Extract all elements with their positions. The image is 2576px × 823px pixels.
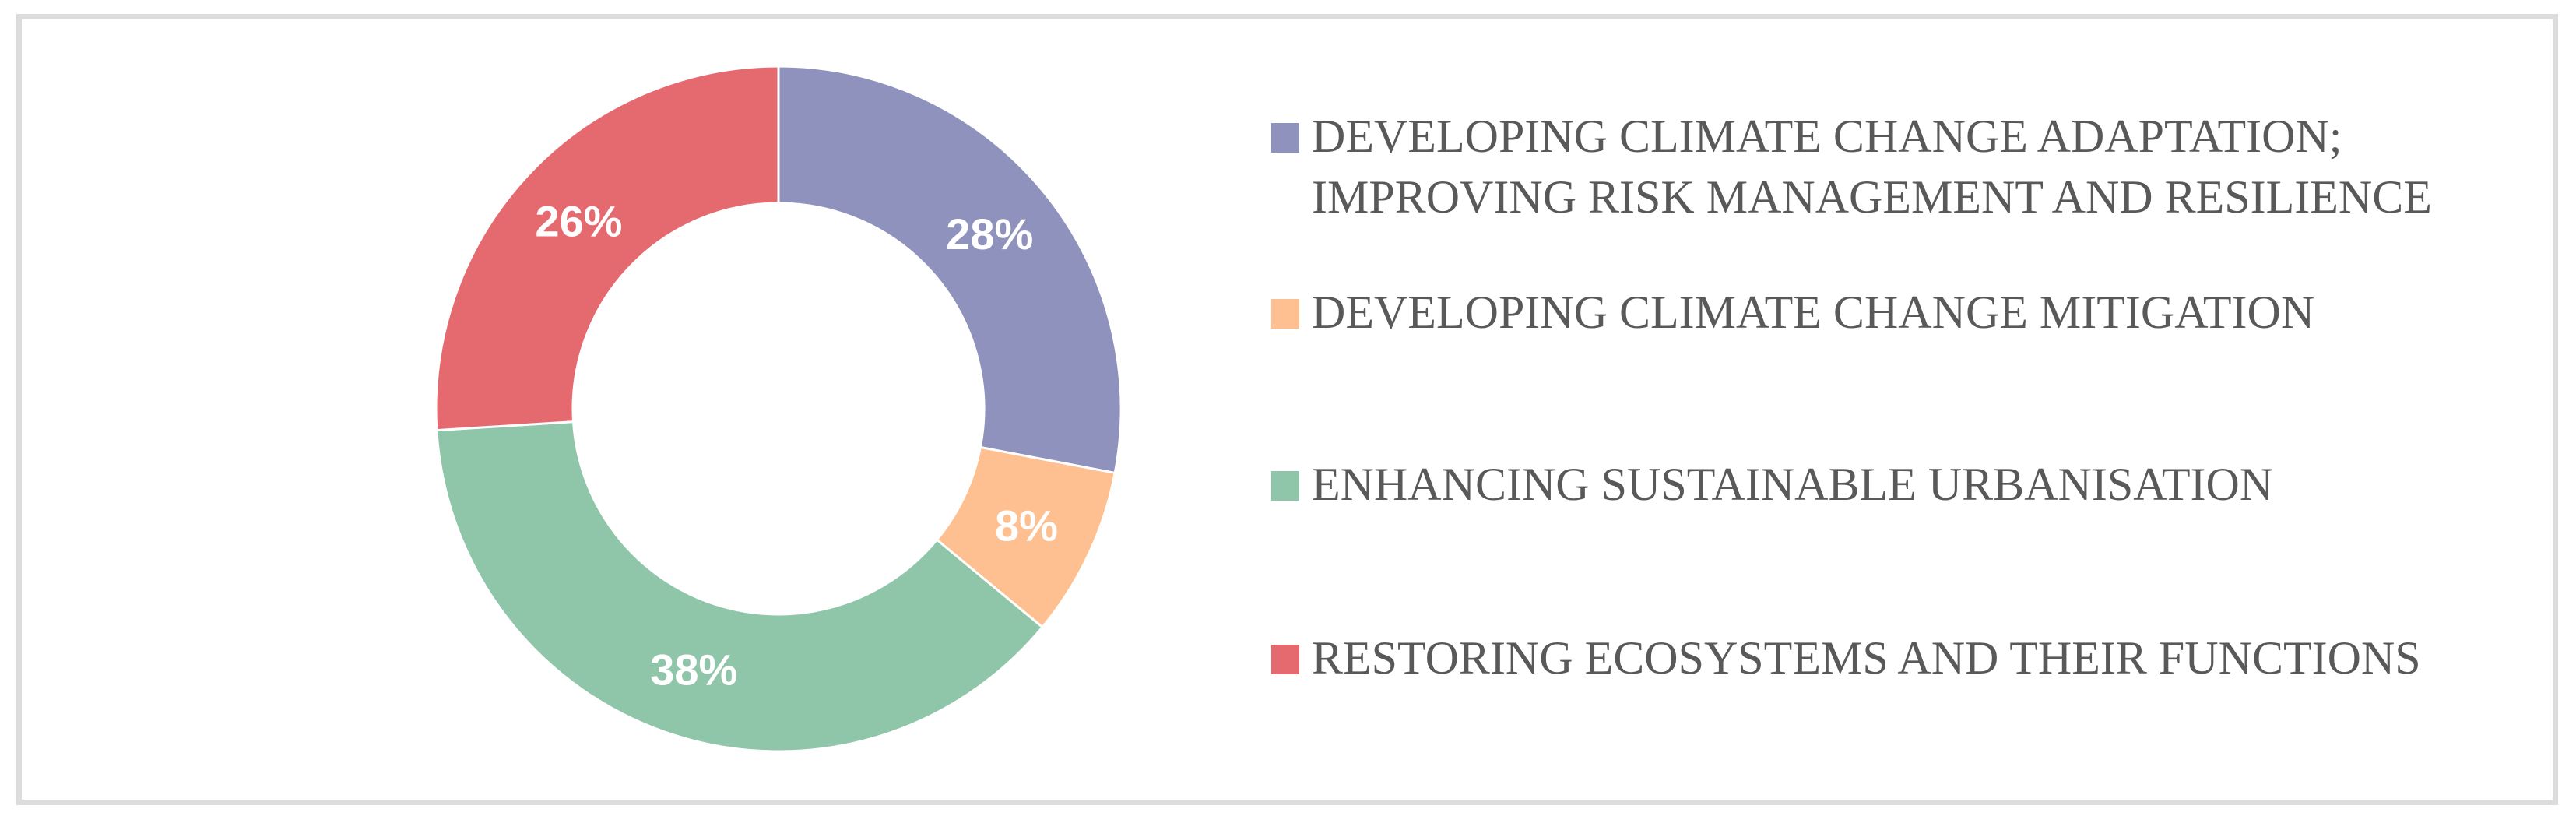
legend-label-adaptation: DEVELOPING CLIMATE CHANGE ADAPTATION; IM… [1312, 111, 2432, 223]
donut-slice-0 [777, 65, 1123, 475]
legend-item-mitigation: DEVELOPING CLIMATE CHANGE MITIGATION [1271, 282, 2314, 343]
legend-item-ecosystems: RESTORING ECOSYSTEMS AND THEIR FUNCTIONS [1271, 628, 2421, 688]
legend-swatch-adaptation-icon [1271, 123, 1299, 153]
donut-slice-pct-3: 26% [535, 197, 622, 246]
donut-chart: 28% 8% 38% 26% [434, 65, 1123, 753]
legend-swatch-ecosystems-icon [1271, 645, 1299, 674]
legend-swatch-urbanisation-icon [1271, 471, 1299, 501]
donut-slice-pct-2: 38% [650, 645, 737, 694]
legend-swatch-mitigation-icon [1271, 299, 1299, 329]
legend-label-urbanisation: ENHANCING SUSTAINABLE URBANISATION [1312, 459, 2274, 510]
donut-slice-2 [435, 420, 1045, 753]
legend-label-ecosystems: RESTORING ECOSYSTEMS AND THEIR FUNCTIONS [1312, 632, 2421, 684]
donut-slice-pct-0: 28% [946, 209, 1033, 259]
donut-slice-3 [434, 65, 780, 432]
donut-slice-pct-1: 8% [995, 501, 1058, 550]
legend-item-urbanisation: ENHANCING SUSTAINABLE URBANISATION [1271, 454, 2273, 515]
legend-item-adaptation: DEVELOPING CLIMATE CHANGE ADAPTATION; IM… [1271, 106, 2432, 227]
legend-label-mitigation: DEVELOPING CLIMATE CHANGE MITIGATION [1312, 287, 2315, 338]
